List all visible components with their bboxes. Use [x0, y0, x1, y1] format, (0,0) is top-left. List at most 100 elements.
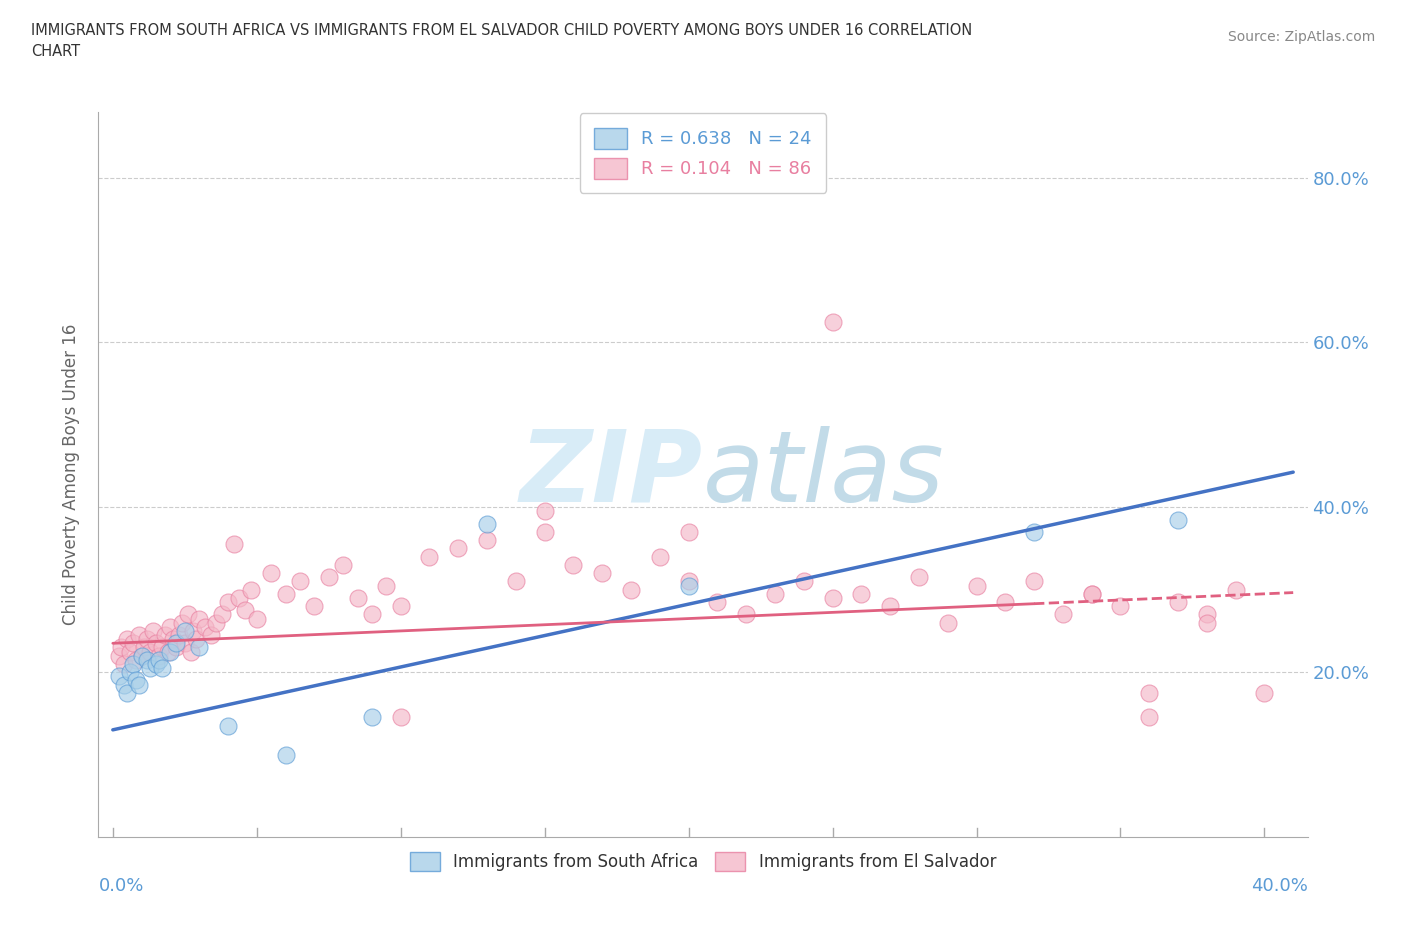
Point [1052, 607, 1074, 622]
Point [122, 636, 145, 651]
Point [180, 644, 202, 659]
Point [908, 570, 931, 585]
Point [1225, 582, 1247, 597]
Point [148, 648, 170, 663]
Point [533, 504, 555, 519]
Point [475, 516, 498, 531]
Point [156, 644, 179, 659]
Point [735, 607, 758, 622]
Point [148, 652, 170, 667]
Point [879, 599, 901, 614]
Point [1195, 607, 1218, 622]
Point [389, 710, 412, 724]
Point [186, 631, 208, 646]
Point [145, 657, 167, 671]
Point [274, 587, 297, 602]
Text: 0.0%: 0.0% [98, 877, 143, 895]
Point [194, 619, 217, 634]
Point [591, 565, 613, 580]
Point [107, 648, 129, 663]
Point [1080, 587, 1102, 602]
Point [533, 525, 555, 539]
Text: IMMIGRANTS FROM SOUTH AFRICA VS IMMIGRANTS FROM EL SALVADOR CHILD POVERTY AMONG : IMMIGRANTS FROM SOUTH AFRICA VS IMMIGRAN… [31, 23, 972, 60]
Point [447, 541, 470, 556]
Point [145, 636, 167, 651]
Point [1195, 616, 1218, 631]
Point [125, 673, 148, 688]
Point [162, 631, 184, 646]
Point [131, 648, 153, 663]
Point [150, 640, 173, 655]
Point [205, 616, 228, 631]
Point [136, 631, 159, 646]
Point [274, 747, 297, 762]
Point [678, 578, 700, 593]
Point [821, 314, 844, 329]
Legend: Immigrants from South Africa, Immigrants from El Salvador: Immigrants from South Africa, Immigrants… [402, 844, 1004, 880]
Point [475, 533, 498, 548]
Point [562, 557, 585, 572]
Point [150, 660, 173, 675]
Point [170, 616, 193, 631]
Point [115, 685, 138, 700]
Point [200, 628, 222, 643]
Point [128, 677, 150, 692]
Point [994, 594, 1017, 609]
Point [217, 594, 239, 609]
Point [318, 570, 340, 585]
Point [851, 587, 873, 602]
Point [1167, 512, 1189, 527]
Point [211, 607, 233, 622]
Point [165, 640, 187, 655]
Point [332, 557, 354, 572]
Point [966, 578, 988, 593]
Point [134, 640, 156, 655]
Point [1137, 685, 1160, 700]
Point [120, 665, 142, 680]
Point [678, 525, 700, 539]
Point [620, 582, 643, 597]
Point [153, 628, 176, 643]
Point [159, 619, 181, 634]
Text: Source: ZipAtlas.com: Source: ZipAtlas.com [1227, 30, 1375, 44]
Point [139, 644, 162, 659]
Point [228, 591, 250, 605]
Point [176, 607, 198, 622]
Point [183, 623, 205, 638]
Point [763, 587, 786, 602]
Point [361, 710, 384, 724]
Point [173, 636, 195, 651]
Point [1080, 587, 1102, 602]
Text: atlas: atlas [703, 426, 945, 523]
Point [821, 591, 844, 605]
Point [678, 574, 700, 589]
Text: 40.0%: 40.0% [1251, 877, 1308, 895]
Point [1109, 599, 1132, 614]
Point [115, 631, 138, 646]
Point [1022, 525, 1045, 539]
Point [167, 628, 190, 643]
Point [125, 652, 148, 667]
Point [159, 644, 181, 659]
Point [131, 648, 153, 663]
Point [122, 657, 145, 671]
Point [1137, 710, 1160, 724]
Point [288, 574, 311, 589]
Point [107, 669, 129, 684]
Point [173, 623, 195, 638]
Point [142, 623, 165, 638]
Point [112, 677, 135, 692]
Point [361, 607, 384, 622]
Point [136, 652, 159, 667]
Point [233, 603, 256, 618]
Point [304, 599, 326, 614]
Text: ZIP: ZIP [520, 426, 703, 523]
Point [706, 594, 728, 609]
Point [648, 550, 671, 565]
Point [1253, 685, 1275, 700]
Point [505, 574, 527, 589]
Point [1167, 594, 1189, 609]
Point [120, 644, 142, 659]
Point [936, 616, 959, 631]
Point [375, 578, 398, 593]
